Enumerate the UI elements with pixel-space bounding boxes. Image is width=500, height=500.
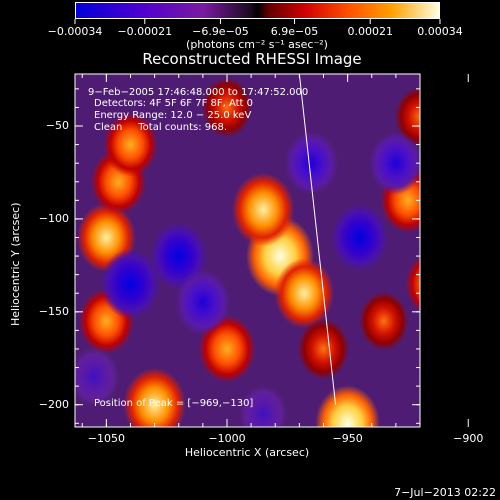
source-negative: [100, 248, 161, 320]
source-negative: [175, 269, 231, 336]
colorbar-tick-label: 6.9e−05: [270, 25, 319, 38]
y-axis-label: Heliocentric Y (arcsec): [9, 202, 22, 326]
colorbar-tick-label: 0.00034: [417, 25, 463, 38]
x-tick-label: −900: [453, 432, 484, 445]
overlay-peak-position: Position of Peak = [−969,−130]: [94, 398, 254, 409]
source-negative: [284, 131, 338, 195]
overlay-time-range: 9−Feb−2005 17:46:48.000 to 17:47:52.000: [88, 87, 309, 98]
y-tick-label: −200: [38, 397, 69, 411]
plot-frame: [74, 73, 421, 428]
source-positive: [394, 86, 420, 147]
colorbar-tick-label: −0.00034: [47, 25, 103, 38]
source-positive: [103, 112, 158, 177]
colorbar-tick-label: −0.00021: [117, 25, 173, 38]
source-negative: [369, 131, 420, 195]
source-positive: [232, 172, 295, 247]
chart-title: Reconstructed RHESSI Image: [142, 50, 362, 68]
source-positive: [315, 385, 380, 427]
source-positive: [405, 255, 420, 313]
source-negative: [239, 385, 287, 427]
overlay-detectors: Detectors: 4F 5F 6F 7F 8F, Att 0: [94, 98, 254, 109]
source-positive: [359, 291, 409, 351]
y-tick-label: −150: [38, 304, 69, 318]
footer-timestamp: 7−Jul−2013 02:22: [394, 486, 496, 499]
colorbar: [75, 2, 440, 19]
source-positive: [201, 77, 253, 138]
limb-line: [298, 73, 337, 405]
colorbar-unit: (photons cm⁻² s⁻¹ asec⁻²): [186, 38, 328, 51]
colorbar-tick-label: 0.00021: [347, 25, 393, 38]
x-axis-label: Heliocentric X (arcsec): [184, 446, 310, 459]
y-tick-label: −100: [38, 211, 69, 225]
source-positive: [297, 318, 350, 380]
source-negative: [443, 346, 494, 407]
y-tick-label: −50: [45, 119, 69, 133]
source-positive: [427, 203, 486, 272]
x-tick-label: −950: [332, 432, 363, 445]
source-positive: [274, 257, 334, 329]
overlay-clean-counts: Clean Total counts: 968.: [94, 122, 228, 133]
source-positive: [123, 367, 186, 427]
source-negative: [331, 203, 389, 272]
heatmap-layer: [75, 74, 494, 427]
overlay-energy-range: Energy Range: 12.0 − 25.0 keV: [94, 110, 252, 121]
colorbar-tick-label: −6.9e−05: [192, 25, 249, 38]
x-tick-label: −1000: [208, 432, 246, 445]
colorbar-ticks: [74, 19, 441, 24]
source-negative: [75, 347, 119, 407]
x-tick-label: −1050: [87, 432, 125, 445]
